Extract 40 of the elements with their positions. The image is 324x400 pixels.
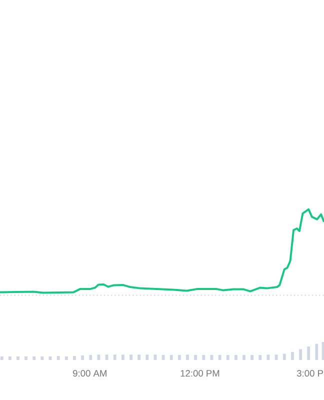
bar (290, 352, 294, 360)
bar (81, 355, 84, 360)
bar (274, 354, 278, 360)
bar (0, 356, 4, 360)
bar (258, 354, 262, 360)
bar (32, 356, 36, 360)
bar (226, 354, 230, 360)
bar (146, 354, 149, 360)
bar (16, 356, 20, 360)
bar (130, 354, 132, 360)
bar (138, 354, 141, 360)
bar (315, 344, 318, 360)
bar (162, 354, 165, 360)
bar (299, 349, 302, 360)
bar (194, 354, 198, 360)
bar (322, 342, 324, 360)
bar (307, 346, 310, 360)
bar (121, 354, 124, 360)
bar (56, 356, 60, 360)
bar (89, 354, 92, 360)
bar (8, 356, 12, 360)
bar (218, 354, 222, 360)
bar (73, 356, 76, 360)
bar (113, 354, 116, 360)
bar (178, 354, 181, 360)
bar (242, 354, 246, 360)
bar (97, 354, 100, 360)
bar (234, 354, 238, 360)
bar (154, 354, 157, 360)
bar (282, 354, 286, 360)
bar (24, 356, 28, 360)
bar (250, 354, 254, 360)
x-tick-label: 9:00 AM (73, 370, 106, 377)
bar (186, 354, 189, 360)
bar (170, 354, 173, 360)
x-tick-label: 3:00 P (296, 370, 323, 377)
bar (64, 356, 68, 360)
bar (40, 356, 44, 360)
x-tick-label: 12:00 PM (180, 370, 220, 377)
bar (202, 354, 206, 360)
